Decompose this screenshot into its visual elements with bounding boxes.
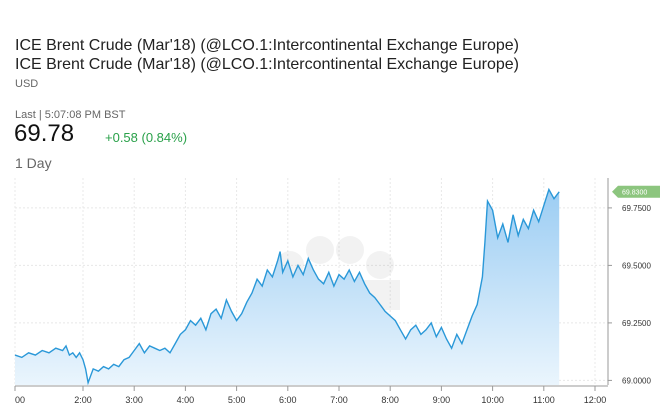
x-tick-label: 8:00 (381, 395, 399, 405)
price-area-fill (15, 189, 560, 385)
x-tick-label: 3:00 (125, 395, 143, 405)
last-trade-time: Last | 5:07:08 PM BST (15, 109, 126, 121)
instrument-subtitle: ICE Brent Crude (Mar'18) (@LCO.1:Interco… (15, 56, 519, 73)
y-tick-label: 69.5000 (622, 261, 651, 270)
y-tick-label: 69.0000 (622, 376, 651, 385)
current-price-marker-label: 69.8300 (622, 189, 647, 196)
price-change: +0.58 (0.84%) (105, 130, 188, 145)
price-line (14, 187, 560, 386)
current-price-marker: 69.8300 (612, 185, 660, 198)
x-axis: 00 2:00 3:00 4:00 5:00 6:00 7:00 8:00 9:00 10:00 1… (14, 385, 608, 405)
x-tick-label: 5:00 (228, 395, 246, 405)
price-chart[interactable]: 00 2:00 3:00 4:00 5:00 6:00 7:00 8:00 9:00 10:00 1… (0, 175, 670, 414)
x-tick-label: 12:00 (584, 395, 607, 405)
x-tick-label: 4:00 (177, 395, 195, 405)
y-tick-label: 69.2500 (622, 319, 651, 328)
x-tick-label: 2:00 (74, 395, 92, 405)
y-tick-label: 69.7500 (622, 204, 651, 213)
x-tick-label: 00 (15, 395, 25, 405)
x-tick-label: 6:00 (279, 395, 297, 405)
x-tick-label: 9:00 (433, 395, 451, 405)
x-tick-label: 10:00 (481, 395, 504, 405)
x-tick-label: 7:00 (330, 395, 348, 405)
last-price: 69.78 (14, 120, 75, 147)
period-selector[interactable]: 1 Day (15, 155, 52, 171)
x-tick-label: 11:00 (533, 395, 555, 405)
y-axis: 69.0000 69.2500 69.5000 69.7500 (607, 178, 651, 385)
currency-label: USD (15, 78, 39, 90)
instrument-title: ICE Brent Crude (Mar'18) (@LCO.1:Interco… (15, 37, 519, 54)
